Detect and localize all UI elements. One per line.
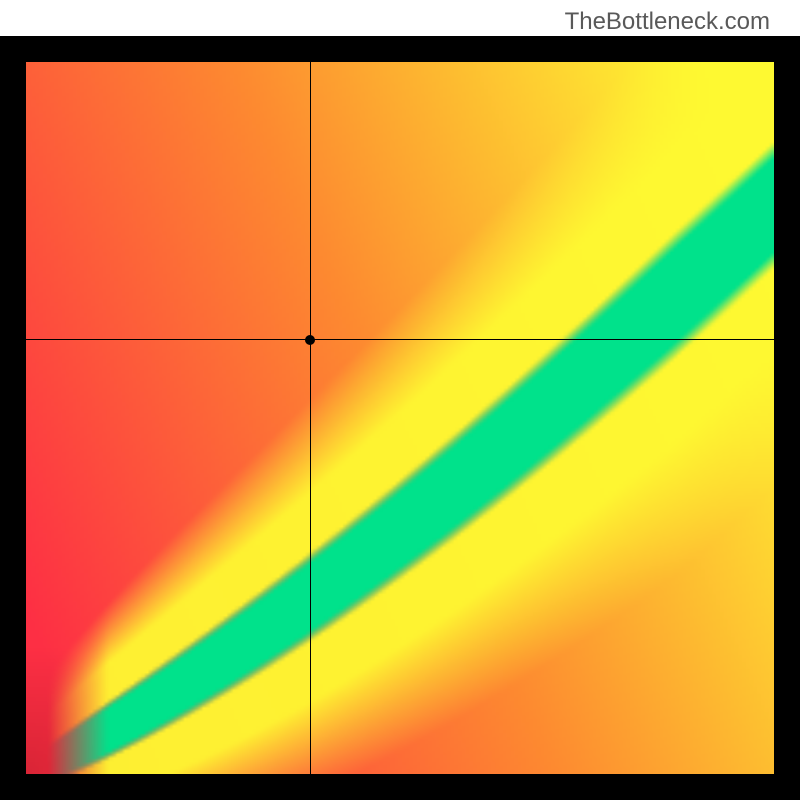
- frame-left: [0, 36, 26, 800]
- frame-top: [0, 36, 800, 62]
- chart-root: TheBottleneck.com: [0, 0, 800, 800]
- heatmap-canvas: [26, 62, 774, 774]
- frame-right: [774, 36, 800, 800]
- heatmap-plot: [26, 62, 774, 774]
- watermark-text: TheBottleneck.com: [565, 8, 770, 36]
- crosshair-marker: [305, 335, 315, 345]
- frame-bottom: [0, 774, 800, 800]
- crosshair-horizontal: [26, 339, 774, 340]
- crosshair-vertical: [310, 62, 311, 774]
